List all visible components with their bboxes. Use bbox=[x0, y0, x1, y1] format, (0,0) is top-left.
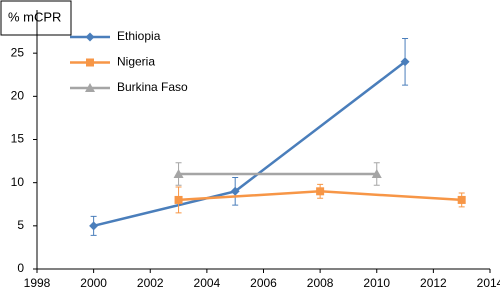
data-point bbox=[230, 186, 240, 196]
data-point bbox=[457, 195, 466, 204]
x-tick-label: 2000 bbox=[80, 276, 107, 290]
y-tick-label: 5 bbox=[17, 218, 24, 232]
x-tick-label: 2012 bbox=[420, 276, 447, 290]
y-tick-label: 25 bbox=[11, 45, 25, 59]
x-tick-label: 2008 bbox=[307, 276, 334, 290]
x-tick-label: 2014 bbox=[477, 276, 500, 290]
data-point bbox=[400, 57, 410, 67]
x-tick-label: 2006 bbox=[250, 276, 277, 290]
y-axis-label: % mCPR bbox=[8, 9, 61, 24]
legend-marker bbox=[85, 83, 95, 92]
data-point bbox=[89, 221, 99, 231]
legend-label: Ethiopia bbox=[117, 29, 161, 43]
data-point bbox=[174, 195, 183, 204]
x-tick-label: 2002 bbox=[137, 276, 164, 290]
y-label-box bbox=[0, 0, 72, 36]
legend-marker bbox=[86, 58, 94, 67]
x-tick-label: 2004 bbox=[194, 276, 221, 290]
x-tick-label: 2010 bbox=[363, 276, 390, 290]
y-tick-label: 15 bbox=[11, 132, 25, 146]
legend-label: Burkina Faso bbox=[117, 80, 188, 94]
legend-marker bbox=[85, 32, 95, 42]
data-point bbox=[173, 169, 184, 179]
y-tick-label: 0 bbox=[17, 261, 24, 275]
y-tick-label: 20 bbox=[11, 89, 25, 103]
y-tick-label: 10 bbox=[11, 175, 25, 189]
x-tick-label: 1998 bbox=[24, 276, 51, 290]
legend-label: Nigeria bbox=[117, 55, 155, 69]
data-point bbox=[316, 187, 325, 196]
data-point bbox=[371, 169, 382, 179]
